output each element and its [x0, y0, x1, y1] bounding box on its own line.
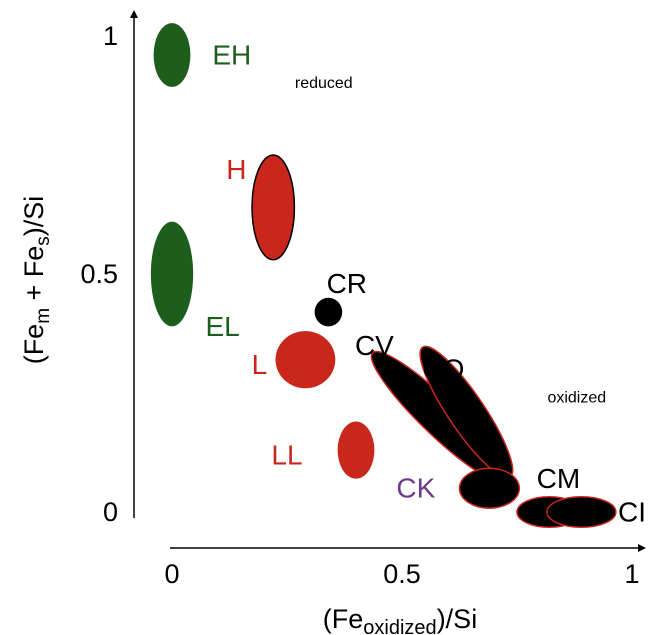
label-el: EL	[205, 311, 239, 342]
label-cv: CV	[355, 330, 394, 361]
ellipse-layer	[150, 23, 617, 528]
annotation-reduced: reduced	[295, 75, 353, 92]
label-l: L	[252, 349, 268, 380]
x-tick-label-0: 0	[164, 559, 179, 589]
label-ck: CK	[396, 473, 435, 504]
x-tick-label-0-5: 0.5	[383, 559, 421, 589]
ellipse-ll	[337, 421, 375, 479]
y-tick-label-0: 0	[103, 497, 118, 527]
annotation-oxidized: oxidized	[547, 389, 606, 406]
label-cm: CM	[537, 463, 581, 494]
tick-label-layer: 0 0.5 1 0 0.5 1	[80, 21, 639, 589]
ellipse-el	[150, 221, 194, 327]
ellipse-eh	[153, 23, 191, 87]
ellipse-l	[275, 331, 336, 389]
x-tick-label-1: 1	[624, 559, 639, 589]
ellipse-cr	[314, 297, 343, 327]
annotation-layer: reduced oxidized	[295, 75, 606, 406]
label-ll: LL	[271, 439, 302, 470]
label-eh: EH	[212, 40, 251, 71]
y-tick-label-0-5: 0.5	[80, 259, 118, 289]
mark-label-layer: EH EL H L CR LL CV CO CK CM CI	[205, 40, 646, 528]
label-cr: CR	[327, 268, 367, 299]
ellipse-h	[251, 154, 296, 261]
y-tick-label-1: 1	[103, 21, 118, 51]
x-axis-title: (Feoxidized)/Si	[323, 604, 477, 635]
ellipse-ck	[458, 467, 521, 509]
y-axis-title: (Fem + Fes)/Si	[19, 196, 54, 365]
label-h: H	[226, 154, 246, 185]
ellipse-ci	[546, 496, 617, 528]
label-co: CO	[422, 354, 464, 385]
label-ci: CI	[618, 497, 646, 528]
